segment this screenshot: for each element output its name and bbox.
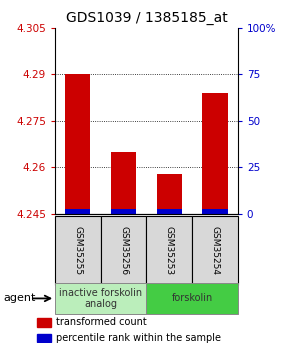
- Text: GSM35256: GSM35256: [119, 226, 128, 275]
- Text: GSM35253: GSM35253: [165, 226, 174, 275]
- Bar: [65, 74, 90, 214]
- Bar: [146, 283, 238, 314]
- Text: GSM35254: GSM35254: [211, 226, 220, 275]
- Bar: [101, 216, 146, 285]
- Bar: [111, 209, 136, 214]
- Bar: [37, 334, 51, 342]
- Bar: [146, 216, 192, 285]
- Text: agent: agent: [3, 294, 35, 303]
- Bar: [37, 318, 51, 327]
- Bar: [55, 283, 146, 314]
- Text: inactive forskolin
analog: inactive forskolin analog: [59, 288, 142, 309]
- Text: forskolin: forskolin: [171, 294, 213, 303]
- Bar: [202, 93, 228, 214]
- Bar: [157, 209, 182, 214]
- Bar: [192, 216, 238, 285]
- Bar: [55, 216, 101, 285]
- Bar: [111, 152, 136, 214]
- Title: GDS1039 / 1385185_at: GDS1039 / 1385185_at: [66, 11, 227, 25]
- Text: GSM35255: GSM35255: [73, 226, 82, 275]
- Bar: [202, 209, 228, 214]
- Bar: [65, 209, 90, 214]
- Text: transformed count: transformed count: [56, 317, 146, 327]
- Text: percentile rank within the sample: percentile rank within the sample: [56, 333, 221, 343]
- Bar: [157, 174, 182, 214]
